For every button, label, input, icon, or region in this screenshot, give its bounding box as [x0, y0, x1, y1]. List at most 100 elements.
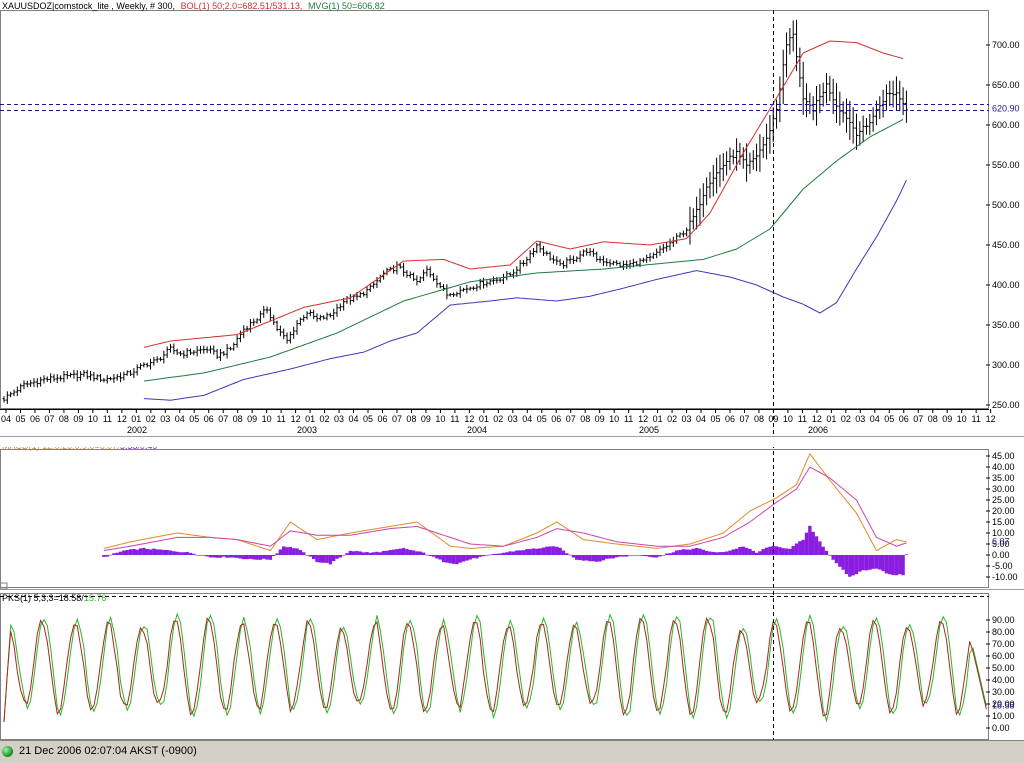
price-bar — [881, 89, 885, 118]
price-bar — [705, 177, 709, 206]
macd-histogram-bar — [165, 549, 169, 555]
x-tick-label: 09 — [942, 414, 952, 424]
resize-handle-icon[interactable] — [0, 582, 8, 590]
macd-histogram-bar — [688, 549, 692, 555]
y-tick-label: 40.00 — [992, 675, 1015, 685]
price-bar — [465, 284, 469, 294]
x-tick-label: 11 — [450, 414, 459, 424]
macd-histogram-bar — [878, 555, 882, 570]
macd-histogram-bar — [371, 552, 376, 555]
y-tick-label: 30.00 — [992, 484, 1015, 494]
x-tick-label: 03 — [160, 414, 170, 424]
macd-histogram-bar — [212, 555, 216, 558]
y-tick-label: 10.00 — [992, 528, 1015, 538]
macd-histogram-bar — [178, 552, 183, 555]
price-bar — [765, 123, 769, 160]
x-tick-label: 03 — [855, 414, 865, 424]
macd-histogram-bar — [731, 549, 735, 555]
macd-histogram-bar — [351, 551, 356, 555]
macd-histogram-bar — [721, 552, 725, 555]
stoch-k-line — [3, 612, 987, 723]
macd-histogram-bar — [611, 555, 616, 559]
x-year-label: 2004 — [467, 425, 487, 435]
x-tick-label: 07 — [392, 414, 402, 424]
price-bar — [458, 286, 462, 298]
macd-histogram-bar — [298, 550, 303, 555]
stoch-title: PKS(1) 5;3;3=18.58/15.76 — [2, 593, 106, 603]
macd-histogram-bar — [881, 555, 885, 572]
macd-histogram-bar — [605, 555, 609, 559]
price-bar — [298, 317, 302, 326]
status-bar: 21 Dec 2006 02:07:04 AKST (-0900) — [0, 740, 1024, 763]
macd-histogram-bar — [125, 550, 129, 555]
macd-histogram-bar — [615, 555, 619, 558]
macd-histogram-bar — [282, 546, 286, 555]
macd-histogram-bar — [208, 555, 213, 558]
macd-histogram-bar — [704, 550, 709, 555]
price-bar — [864, 118, 868, 135]
price-bar — [119, 372, 123, 383]
price-bar — [821, 82, 825, 107]
price-bar — [835, 82, 838, 124]
macd-histogram-bar — [774, 546, 779, 555]
status-datetime: 21 Dec 2006 02:07:04 AKST (-0900) — [19, 745, 197, 757]
macd-histogram-bar — [405, 549, 409, 555]
macd-histogram-bar — [834, 555, 839, 564]
price-bar — [25, 380, 29, 388]
price-bar — [99, 373, 103, 383]
price-bar — [2, 396, 6, 403]
macd-histogram-bar — [295, 548, 299, 555]
macd-histogram-bar — [871, 555, 875, 569]
price-bar — [818, 84, 822, 114]
price-bar — [172, 343, 176, 355]
macd-histogram-bar — [668, 553, 672, 555]
x-tick-label: 03 — [334, 414, 344, 424]
price-bar — [548, 251, 552, 261]
macd-histogram-bar — [232, 555, 236, 558]
price-bar — [838, 91, 842, 126]
macd-last-label: 6.07 — [992, 537, 1010, 547]
x-tick-label: 04 — [349, 414, 359, 424]
price-bar — [898, 80, 902, 112]
macd-histogram-bar — [654, 555, 659, 558]
price-bar — [109, 376, 113, 381]
macd-histogram-bar — [541, 547, 546, 555]
macd-histogram-bar — [628, 555, 632, 556]
macd-histogram-bar — [441, 555, 446, 563]
macd-histogram-bar — [851, 555, 855, 576]
macd-histogram-bar — [674, 550, 679, 555]
macd-histogram-bar — [135, 549, 139, 555]
macd-histogram-bar — [338, 555, 343, 558]
macd-histogram-bar — [188, 552, 193, 555]
price-bar — [95, 374, 99, 381]
macd-histogram-bar — [478, 555, 482, 557]
price-bar — [468, 286, 472, 291]
chart-canvas[interactable]: XAUUSDOZ|comstock_lite , Weekly, # 300, … — [0, 0, 1024, 740]
macd-histogram-bar — [781, 548, 785, 555]
macd-histogram-bar — [438, 555, 442, 560]
price-bar — [135, 364, 139, 376]
macd-histogram-bar — [395, 549, 399, 555]
price-bar — [412, 272, 416, 282]
price-bar — [39, 376, 43, 387]
price-bar — [338, 303, 342, 312]
macd-histogram-bar — [511, 551, 516, 555]
macd-histogram-bar — [471, 555, 476, 559]
price-bar — [342, 297, 346, 311]
macd-histogram-bar — [202, 555, 206, 556]
price-bar — [255, 318, 259, 324]
price-bar — [418, 276, 422, 284]
y-tick-label: 300.00 — [992, 360, 1020, 370]
macd-histogram-bar — [501, 552, 506, 555]
price-bar — [152, 356, 156, 366]
price-bar — [69, 372, 73, 378]
price-bar — [89, 370, 93, 381]
price-bar — [435, 275, 439, 288]
y-tick-label: 500.00 — [992, 200, 1020, 210]
macd-histogram-bar — [848, 555, 852, 577]
price-bar — [205, 346, 209, 354]
y-tick-label: 50.00 — [992, 663, 1015, 673]
price-bar — [302, 315, 306, 322]
price-bar — [145, 362, 149, 368]
